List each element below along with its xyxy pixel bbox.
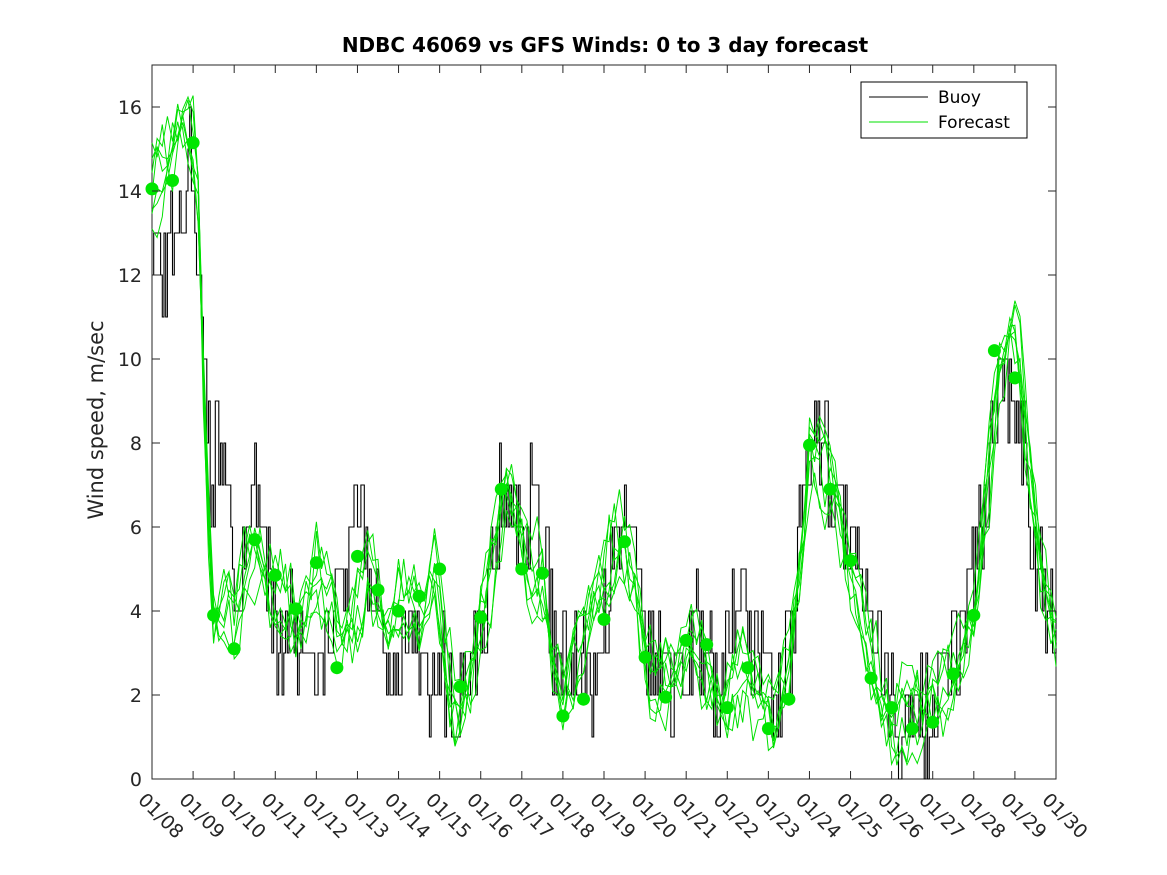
forecast-marker (535, 566, 549, 580)
buoy-series (152, 106, 1057, 780)
legend-label-forecast: Forecast (938, 113, 1010, 133)
legend-box (860, 81, 1028, 139)
forecast-markers (145, 136, 1022, 736)
forecast-marker (761, 722, 775, 736)
y-tick-label: 8 (130, 433, 142, 455)
forecast-marker (577, 692, 590, 706)
forecast-marker (351, 549, 364, 563)
forecast-marker (700, 638, 714, 652)
chart-title: NDBC 46069 vs GFS Winds: 0 to 3 day fore… (342, 33, 869, 57)
y-axis-label: Wind speed, m/sec (84, 320, 108, 519)
forecast-line-5 (151, 99, 1057, 767)
forecast-marker (145, 182, 159, 196)
y-tick-label: 14 (118, 181, 142, 203)
forecast-marker (885, 701, 899, 715)
forecast-line-3 (151, 95, 1057, 767)
forecast-line-1 (151, 95, 1057, 766)
forecast-marker (268, 568, 282, 582)
forecast-marker (166, 174, 179, 187)
forecast-marker (330, 661, 344, 675)
forecast-marker (515, 562, 529, 576)
forecast-marker (803, 438, 816, 452)
forecast-marker (371, 583, 385, 597)
forecast-marker (207, 608, 221, 622)
forecast-marker (597, 612, 611, 626)
forecast-marker (987, 344, 1001, 358)
legend: Buoy Forecast (860, 81, 1028, 139)
forecast-marker (618, 535, 631, 549)
forecast-marker (905, 722, 919, 736)
y-tick-label: 2 (130, 685, 142, 707)
forecast-marker (946, 667, 960, 681)
forecast-marker (392, 604, 405, 618)
forecast-marker (248, 533, 262, 547)
forecast-marker (844, 554, 857, 568)
forecast-marker (638, 650, 652, 664)
forecast-marker (494, 482, 508, 496)
forecast-marker (679, 633, 693, 647)
forecast-marker (453, 680, 467, 694)
y-tick-label: 16 (118, 97, 142, 119)
forecast-marker (474, 610, 488, 624)
y-tick-label: 10 (118, 349, 142, 371)
forecast-marker (433, 562, 447, 576)
forecast-marker (412, 589, 426, 603)
forecast-marker (823, 482, 837, 496)
forecast-marker (1008, 371, 1022, 385)
forecast-line-6 (151, 115, 1057, 752)
forecast-marker (967, 608, 981, 622)
y-tick-label: 6 (130, 517, 142, 539)
forecast-marker (741, 661, 755, 675)
forecast-marker (720, 701, 734, 715)
forecast-marker (659, 690, 673, 704)
forecast-marker (309, 556, 323, 570)
forecast-marker (864, 671, 878, 685)
forecast-line-2 (151, 103, 1057, 745)
forecast-marker (186, 136, 200, 150)
legend-label-buoy: Buoy (938, 88, 981, 108)
forecast-marker (227, 642, 241, 656)
forecast-marker (289, 602, 303, 616)
y-tick-label: 0 (130, 769, 142, 791)
forecast-marker (926, 715, 940, 729)
y-tick-label: 12 (118, 265, 142, 287)
forecast-marker (556, 709, 570, 723)
y-tick-label: 4 (130, 601, 142, 623)
forecast-marker (782, 692, 796, 706)
buoy-line (152, 106, 1057, 780)
